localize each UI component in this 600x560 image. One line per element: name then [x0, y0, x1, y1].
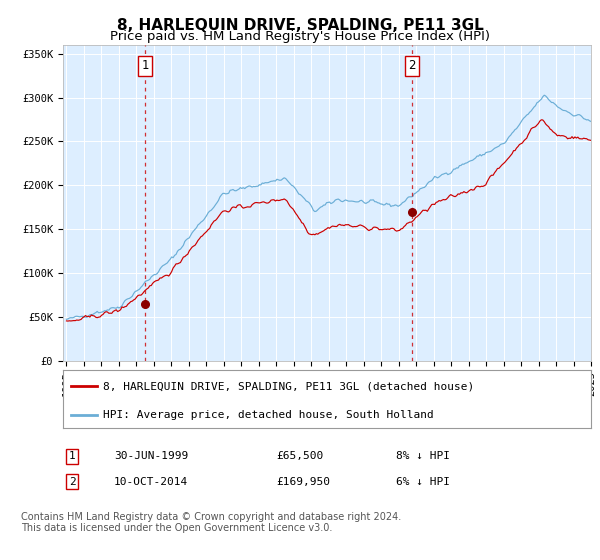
Text: 1: 1: [142, 59, 149, 72]
Text: 10-OCT-2014: 10-OCT-2014: [114, 477, 188, 487]
Text: Contains HM Land Registry data © Crown copyright and database right 2024.: Contains HM Land Registry data © Crown c…: [21, 512, 401, 522]
Text: 8% ↓ HPI: 8% ↓ HPI: [396, 451, 450, 461]
Text: £65,500: £65,500: [276, 451, 323, 461]
Text: 30-JUN-1999: 30-JUN-1999: [114, 451, 188, 461]
Text: Price paid vs. HM Land Registry's House Price Index (HPI): Price paid vs. HM Land Registry's House …: [110, 30, 490, 43]
Text: 2: 2: [409, 59, 416, 72]
Text: 1: 1: [68, 451, 76, 461]
Text: 6% ↓ HPI: 6% ↓ HPI: [396, 477, 450, 487]
Text: 8, HARLEQUIN DRIVE, SPALDING, PE11 3GL: 8, HARLEQUIN DRIVE, SPALDING, PE11 3GL: [116, 18, 484, 33]
Text: 2: 2: [68, 477, 76, 487]
Text: £169,950: £169,950: [276, 477, 330, 487]
Text: 8, HARLEQUIN DRIVE, SPALDING, PE11 3GL (detached house): 8, HARLEQUIN DRIVE, SPALDING, PE11 3GL (…: [103, 381, 474, 391]
Text: HPI: Average price, detached house, South Holland: HPI: Average price, detached house, Sout…: [103, 410, 433, 421]
Text: This data is licensed under the Open Government Licence v3.0.: This data is licensed under the Open Gov…: [21, 523, 332, 533]
